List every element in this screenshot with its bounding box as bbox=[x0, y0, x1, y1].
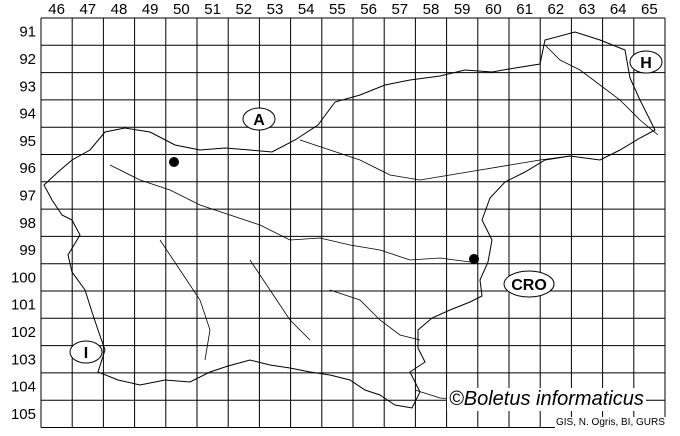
source-credit: GIS, N. Ogris, BI, GURS bbox=[555, 417, 666, 428]
country-label-i: I bbox=[69, 340, 103, 364]
rivers bbox=[109, 44, 659, 401]
column-label: 46 bbox=[48, 1, 65, 18]
column-label: 50 bbox=[173, 1, 190, 18]
column-label: 53 bbox=[267, 1, 284, 18]
column-label: 55 bbox=[329, 1, 346, 18]
country-label-cro: CRO bbox=[503, 270, 555, 298]
column-label: 51 bbox=[204, 1, 221, 18]
column-label: 62 bbox=[547, 1, 564, 18]
column-label: 59 bbox=[454, 1, 471, 18]
grid bbox=[40, 17, 666, 428]
country-label-a: A bbox=[242, 107, 276, 131]
country-label-h: H bbox=[629, 50, 663, 74]
copyright-text: ©Boletus informaticus bbox=[447, 388, 646, 411]
column-label: 54 bbox=[298, 1, 315, 18]
column-label: 63 bbox=[579, 1, 596, 18]
column-label: 61 bbox=[516, 1, 533, 18]
row-label: 105 bbox=[11, 406, 36, 423]
country-labels: A H CRO I bbox=[69, 50, 663, 364]
row-label: 96 bbox=[19, 160, 36, 177]
river bbox=[249, 259, 311, 341]
row-label: 93 bbox=[19, 78, 36, 95]
column-label: 52 bbox=[235, 1, 252, 18]
row-label: 103 bbox=[11, 351, 36, 368]
column-label: 60 bbox=[485, 1, 502, 18]
column-label: 47 bbox=[79, 1, 96, 18]
column-label: 58 bbox=[423, 1, 440, 18]
column-label: 48 bbox=[111, 1, 128, 18]
river bbox=[299, 139, 571, 181]
river bbox=[109, 164, 471, 263]
row-label: 98 bbox=[19, 215, 36, 232]
column-label: 49 bbox=[142, 1, 159, 18]
record-dot bbox=[469, 254, 479, 264]
row-label: 97 bbox=[19, 187, 36, 204]
row-label: 99 bbox=[19, 242, 36, 259]
row-label: 94 bbox=[19, 106, 36, 123]
river bbox=[159, 239, 211, 361]
row-label: 104 bbox=[11, 379, 36, 396]
row-label: 92 bbox=[19, 51, 36, 68]
record-dot bbox=[169, 157, 179, 167]
column-label: 57 bbox=[391, 1, 408, 18]
column-label: 64 bbox=[610, 1, 627, 18]
records bbox=[169, 157, 479, 264]
river bbox=[544, 44, 659, 136]
row-label: 101 bbox=[11, 297, 36, 314]
axis-labels: 46 47 48 49 50 51 52 53 54 55 56 57 58 59 60 61 62 63 64 65… bbox=[11, 1, 658, 423]
country-border bbox=[43, 31, 656, 409]
svg-text:I: I bbox=[84, 345, 88, 362]
row-label: 100 bbox=[11, 269, 36, 286]
river bbox=[329, 289, 421, 341]
column-label: 56 bbox=[360, 1, 377, 18]
column-label: 65 bbox=[641, 1, 658, 18]
svg-text:H: H bbox=[640, 55, 652, 72]
row-label: 95 bbox=[19, 133, 36, 150]
slovenia-outline bbox=[43, 31, 656, 409]
row-label: 91 bbox=[19, 24, 36, 41]
svg-text:A: A bbox=[253, 112, 265, 129]
svg-text:CRO: CRO bbox=[511, 277, 547, 294]
row-label: 102 bbox=[11, 324, 36, 341]
